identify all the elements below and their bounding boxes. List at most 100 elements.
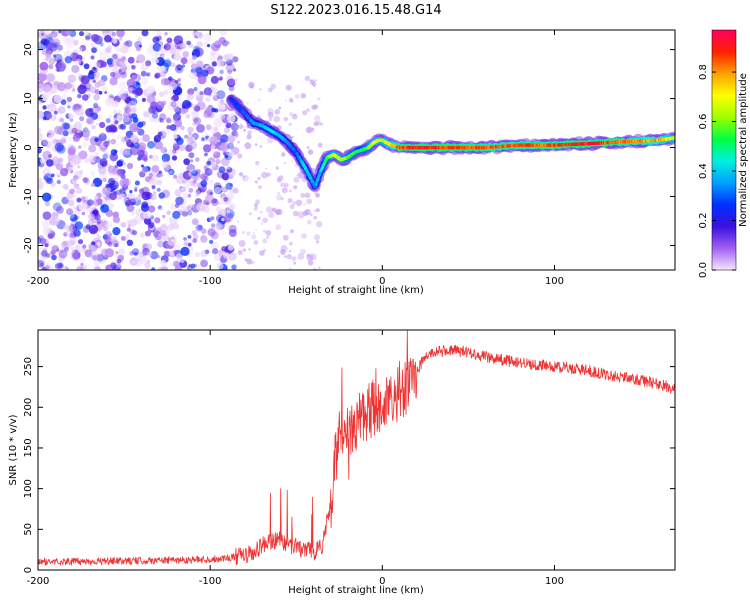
- noise-speckle: [252, 261, 255, 264]
- noise-speckle: [174, 265, 183, 270]
- noise-speckle: [51, 245, 59, 253]
- noise-speckle: [219, 30, 227, 36]
- noise-speckle: [38, 260, 45, 268]
- noise-speckle: [84, 249, 93, 258]
- noise-speckle: [262, 217, 268, 224]
- noise-speckle: [217, 55, 223, 61]
- noise-speckle: [192, 122, 197, 127]
- noise-speckle: [313, 216, 317, 220]
- noise-speckle: [148, 113, 158, 123]
- noise-speckle: [176, 101, 182, 107]
- noise-speckle: [205, 201, 210, 206]
- noise-speckle: [253, 240, 259, 245]
- noise-speckle: [129, 97, 138, 106]
- noise-speckle: [102, 199, 107, 205]
- noise-speckle: [99, 42, 104, 47]
- noise-speckle: [109, 192, 117, 201]
- noise-speckle: [224, 53, 234, 62]
- noise-speckle: [95, 152, 99, 156]
- noise-speckle: [140, 70, 147, 77]
- noise-speckle: [78, 104, 83, 109]
- noise-speckle: [94, 213, 101, 221]
- noise-speckle: [140, 203, 150, 212]
- noise-speckle: [104, 97, 114, 107]
- noise-speckle: [203, 186, 208, 191]
- snr-ytick-label: 100: [23, 479, 34, 498]
- noise-speckle: [141, 164, 144, 168]
- snr-ylabel: SNR (10 * v/v): [8, 414, 19, 485]
- noise-speckle: [243, 128, 247, 132]
- noise-speckle: [175, 253, 183, 260]
- noise-speckle: [306, 219, 312, 225]
- noise-speckle: [211, 61, 218, 67]
- noise-speckle: [199, 91, 204, 96]
- noise-speckle: [38, 147, 42, 154]
- noise-speckle: [78, 202, 88, 212]
- noise-speckle: [147, 85, 155, 94]
- noise-speckle: [93, 103, 99, 109]
- noise-speckle: [182, 205, 188, 211]
- noise-speckle: [300, 93, 306, 99]
- noise-speckle: [246, 134, 252, 140]
- noise-speckle: [131, 65, 136, 70]
- noise-speckle: [191, 230, 197, 236]
- noise-speckle: [38, 100, 42, 105]
- noise-speckle: [59, 117, 65, 123]
- noise-speckle: [123, 41, 129, 47]
- noise-speckle: [187, 88, 195, 96]
- noise-speckle: [216, 72, 222, 78]
- noise-speckle: [134, 180, 140, 186]
- noise-speckle: [215, 222, 223, 230]
- noise-speckle: [58, 30, 62, 34]
- noise-speckle: [47, 233, 54, 240]
- noise-speckle: [131, 260, 135, 264]
- noise-speckle: [127, 56, 135, 64]
- noise-speckle: [96, 253, 105, 262]
- snr-axes: -200 -100 0 100 0 50 100 150 200 250: [23, 330, 675, 587]
- noise-speckle: [254, 143, 258, 146]
- noise-speckle: [209, 161, 216, 168]
- noise-speckle: [80, 262, 84, 266]
- noise-speckle: [70, 246, 76, 252]
- noise-speckle: [128, 89, 134, 95]
- noise-speckle: [154, 217, 161, 224]
- noise-speckle: [90, 182, 96, 188]
- noise-speckle: [180, 125, 185, 131]
- noise-speckle: [57, 116, 63, 123]
- noise-speckle: [314, 115, 321, 122]
- snr-ytick-label: 0: [23, 567, 34, 573]
- noise-speckle: [238, 240, 246, 247]
- noise-speckle: [128, 100, 137, 110]
- noise-speckle: [187, 235, 192, 239]
- noise-speckle: [291, 136, 295, 139]
- noise-speckle: [164, 32, 168, 36]
- noise-speckle: [46, 159, 54, 167]
- noise-speckle: [211, 107, 216, 113]
- snr-frame: [37, 329, 676, 571]
- noise-speckle: [48, 154, 52, 158]
- noise-speckle: [202, 113, 208, 118]
- noise-speckle: [72, 155, 82, 165]
- noise-speckle: [188, 188, 194, 193]
- colorbar-ticks: 0.0 0.2 0.4 0.6 0.8: [698, 64, 736, 278]
- noise-speckle: [38, 83, 45, 93]
- noise-speckle: [263, 229, 266, 233]
- noise-speckle: [267, 112, 274, 118]
- noise-speckle: [265, 167, 268, 170]
- noise-speckle: [116, 189, 122, 196]
- noise-speckle: [112, 240, 120, 248]
- noise-speckle: [41, 220, 50, 229]
- noise-speckle: [88, 242, 98, 252]
- noise-speckle: [306, 198, 313, 205]
- noise-speckle: [143, 111, 150, 118]
- noise-speckle: [232, 56, 239, 63]
- noise-speckle: [53, 81, 59, 87]
- noise-speckle: [142, 165, 150, 173]
- noise-speckle: [154, 140, 163, 150]
- noise-speckle: [158, 233, 162, 237]
- noise-speckle: [294, 94, 300, 99]
- noise-speckle: [38, 181, 44, 190]
- noise-speckle: [221, 40, 229, 47]
- noise-speckle: [121, 56, 126, 61]
- noise-speckle: [61, 135, 64, 139]
